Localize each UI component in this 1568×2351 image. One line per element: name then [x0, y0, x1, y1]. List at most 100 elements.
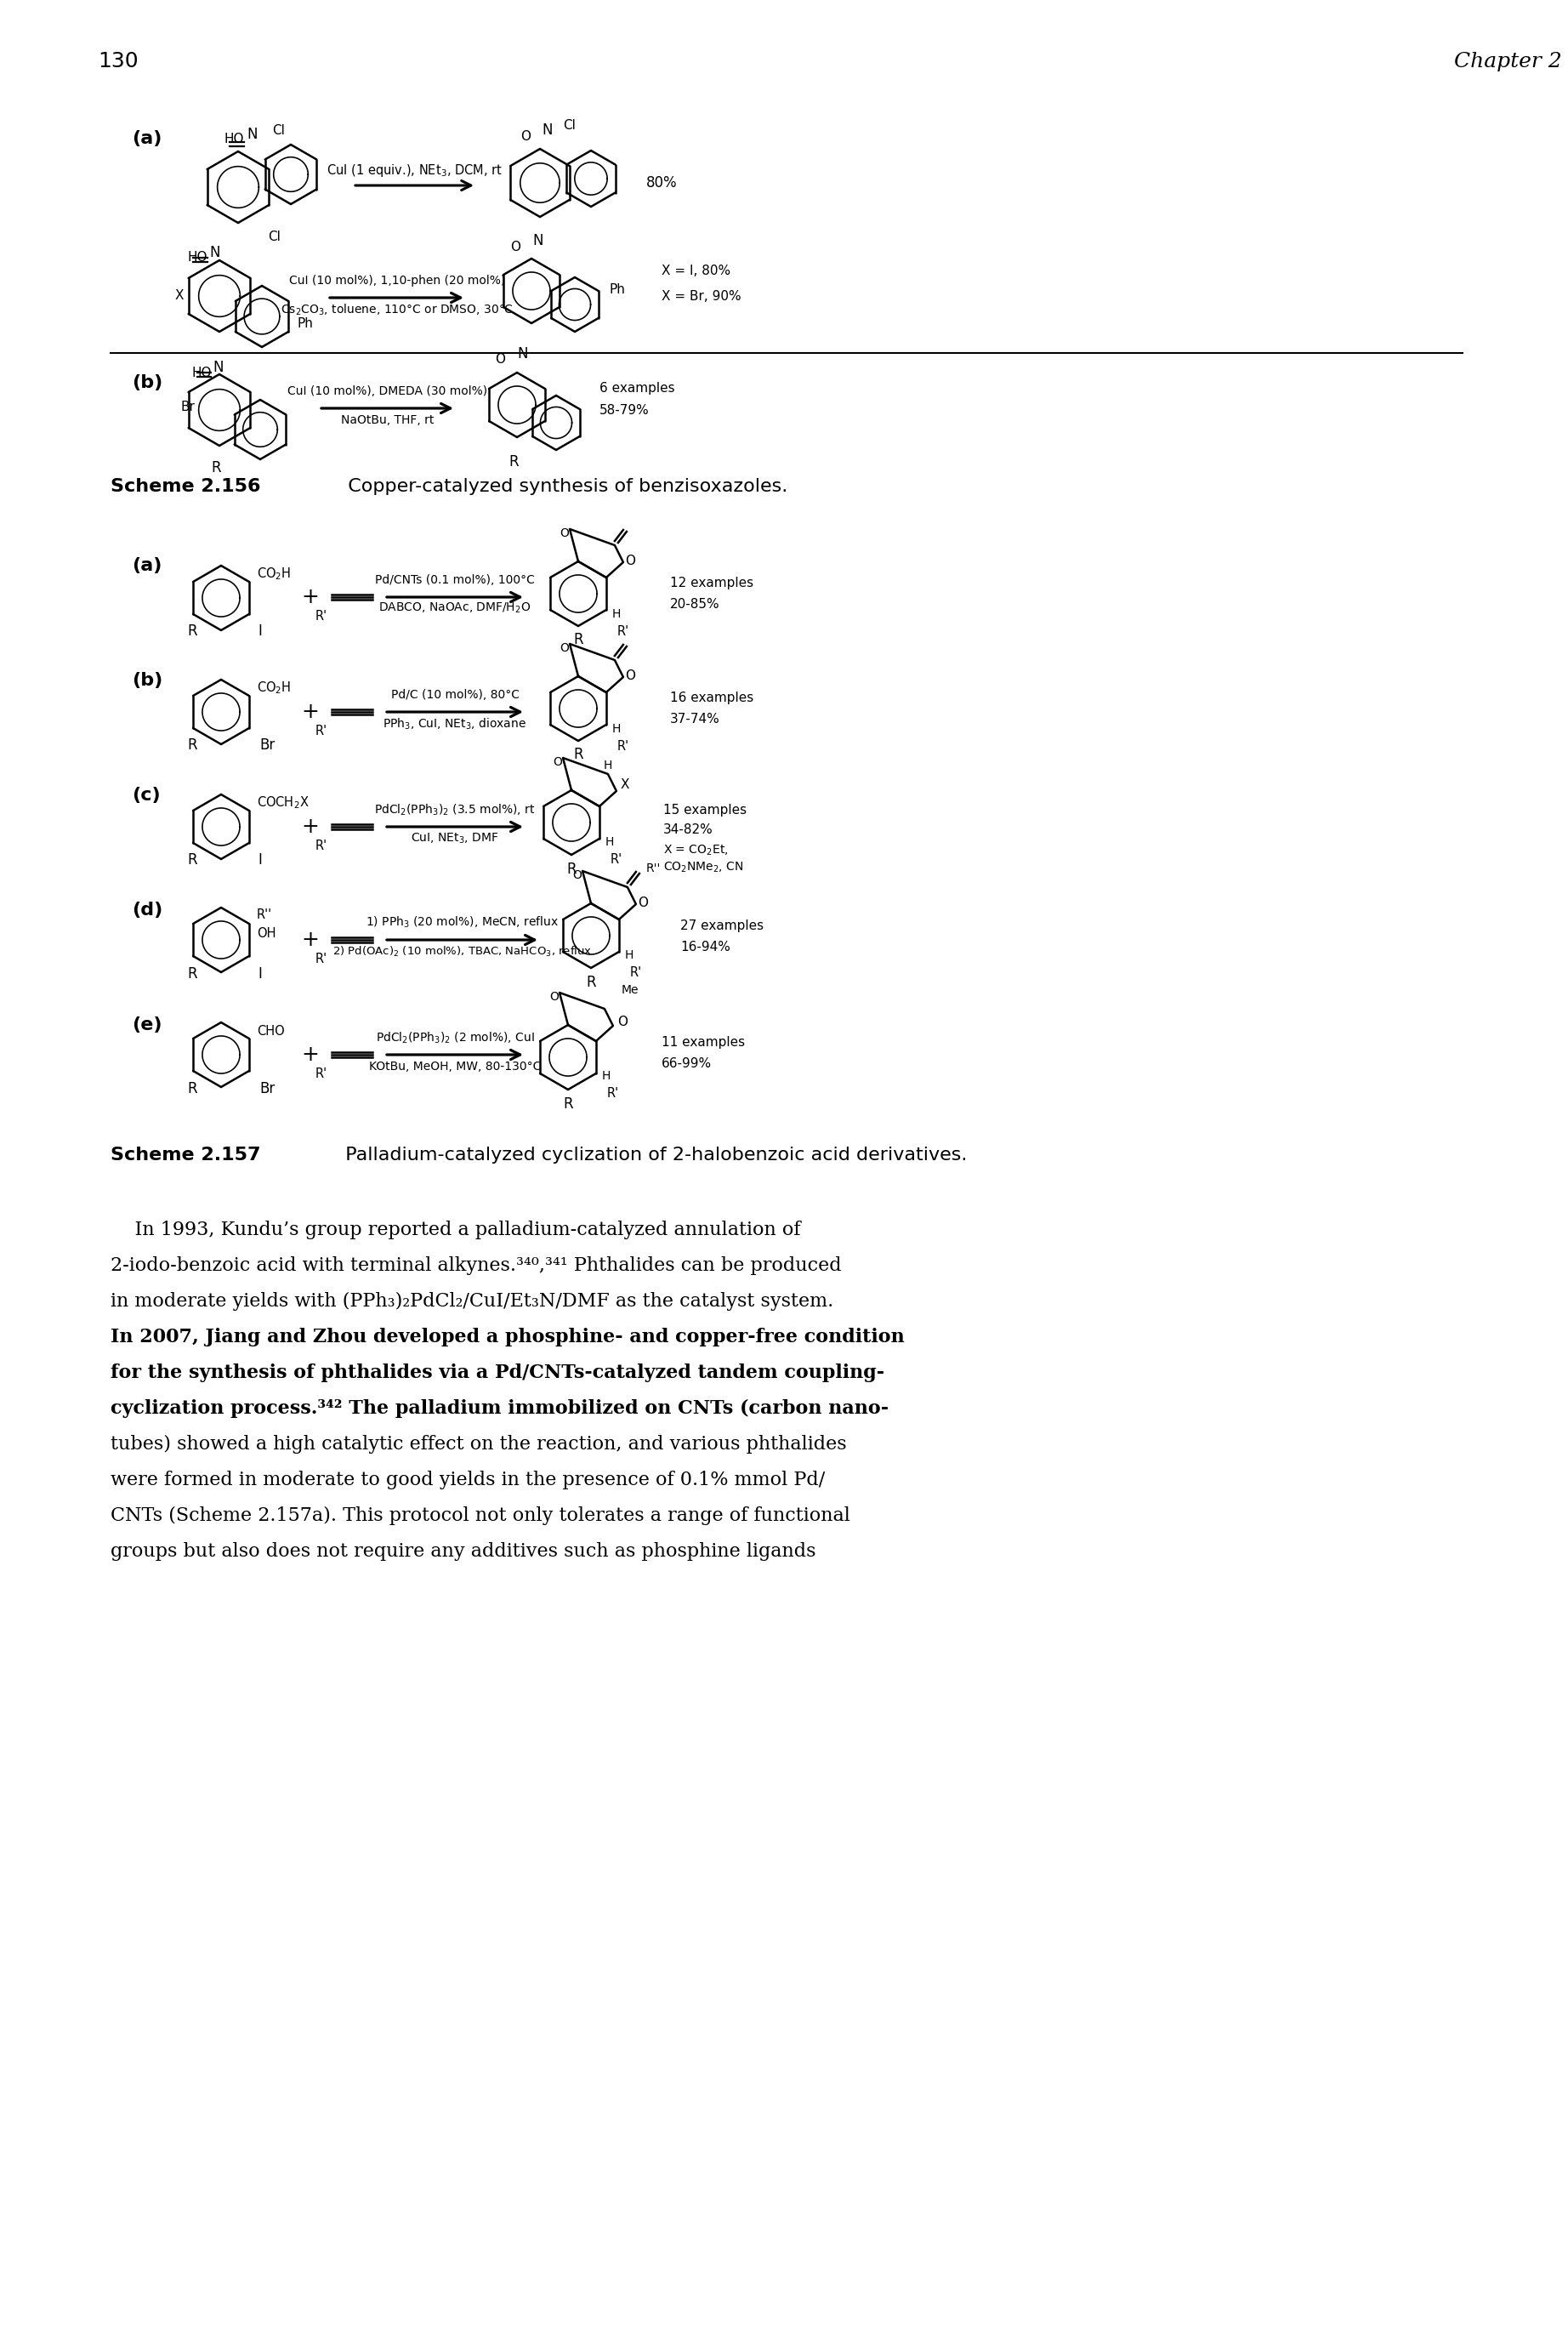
- Text: R: R: [563, 1096, 572, 1112]
- Text: R: R: [508, 454, 519, 470]
- Text: groups but also does not require any additives such as phosphine ligands: groups but also does not require any add…: [110, 1542, 815, 1561]
- Text: 130: 130: [97, 52, 138, 71]
- Text: I: I: [257, 623, 262, 639]
- Text: Ph: Ph: [296, 317, 312, 329]
- Text: O: O: [618, 1016, 627, 1027]
- Text: R': R': [610, 853, 622, 865]
- Text: 34-82%: 34-82%: [663, 823, 713, 835]
- Text: (a): (a): [132, 557, 162, 574]
- Text: N: N: [532, 233, 543, 249]
- Text: X = Br, 90%: X = Br, 90%: [662, 289, 742, 303]
- Text: O: O: [572, 870, 582, 882]
- Text: N: N: [213, 360, 223, 376]
- Text: (e): (e): [132, 1016, 162, 1034]
- Text: 15 examples: 15 examples: [663, 804, 746, 816]
- Text: +: +: [301, 588, 320, 607]
- Text: H: H: [626, 950, 633, 962]
- Text: R: R: [586, 976, 596, 990]
- Text: Palladium-catalyzed cyclization of 2-halobenzoic acid derivatives.: Palladium-catalyzed cyclization of 2-hal…: [334, 1147, 967, 1164]
- Text: were formed in moderate to good yields in the presence of 0.1% mmol Pd/: were formed in moderate to good yields i…: [110, 1472, 825, 1491]
- Text: N: N: [246, 127, 257, 141]
- Text: Chapter 2: Chapter 2: [1454, 52, 1562, 71]
- Text: HO: HO: [187, 252, 207, 263]
- Text: Me: Me: [621, 985, 638, 997]
- Text: 6 examples: 6 examples: [599, 381, 674, 395]
- Text: R': R': [315, 609, 328, 623]
- Text: CO$_2$H: CO$_2$H: [257, 679, 292, 696]
- Text: O: O: [560, 527, 569, 538]
- Text: Pd/CNTs (0.1 mol%), 100°C: Pd/CNTs (0.1 mol%), 100°C: [375, 574, 535, 585]
- Text: R': R': [315, 952, 328, 964]
- Text: 2-iodo-benzoic acid with terminal alkynes.³⁴⁰,³⁴¹ Phthalides can be produced: 2-iodo-benzoic acid with terminal alkyne…: [110, 1255, 842, 1274]
- Text: +: +: [301, 929, 320, 950]
- Text: Br: Br: [259, 1081, 274, 1096]
- Text: R'': R'': [646, 863, 662, 875]
- Text: Cs$_2$CO$_3$, toluene, 110$\degree$C or DMSO, 30$\degree$C: Cs$_2$CO$_3$, toluene, 110$\degree$C or …: [281, 303, 514, 317]
- Text: Scheme 2.156: Scheme 2.156: [110, 477, 260, 496]
- Text: R: R: [210, 461, 221, 475]
- Text: CHO: CHO: [257, 1025, 285, 1037]
- Text: O: O: [510, 240, 521, 254]
- Text: R: R: [574, 748, 583, 762]
- Text: H: H: [605, 837, 615, 849]
- Text: 27 examples: 27 examples: [681, 919, 764, 931]
- Text: COCH$_2$X: COCH$_2$X: [257, 795, 309, 811]
- Text: +: +: [301, 1044, 320, 1065]
- Text: Cl: Cl: [268, 230, 281, 242]
- Text: O: O: [560, 642, 569, 654]
- Text: KOtBu, MeOH, MW, 80-130°C: KOtBu, MeOH, MW, 80-130°C: [368, 1060, 541, 1072]
- Text: Ph: Ph: [608, 282, 626, 296]
- Text: I: I: [257, 966, 262, 983]
- Text: N: N: [517, 346, 527, 362]
- Text: R: R: [187, 853, 198, 868]
- Text: 11 examples: 11 examples: [662, 1034, 745, 1049]
- Text: (c): (c): [132, 788, 160, 804]
- Text: O: O: [638, 896, 648, 910]
- Text: O: O: [552, 757, 561, 769]
- Text: PPh$_3$, CuI, NEt$_3$, dioxane: PPh$_3$, CuI, NEt$_3$, dioxane: [383, 717, 527, 731]
- Text: X = I, 80%: X = I, 80%: [662, 263, 731, 277]
- Text: Scheme 2.157: Scheme 2.157: [110, 1147, 260, 1164]
- Text: 58-79%: 58-79%: [599, 404, 649, 416]
- Text: I: I: [257, 853, 262, 868]
- Text: 66-99%: 66-99%: [662, 1058, 712, 1070]
- Text: N: N: [209, 245, 220, 261]
- Text: +: +: [301, 816, 320, 837]
- Text: R'': R'': [257, 907, 273, 922]
- Text: In 1993, Kundu’s group reported a palladium-catalyzed annulation of: In 1993, Kundu’s group reported a pallad…: [110, 1220, 801, 1239]
- Text: R: R: [187, 738, 198, 752]
- Text: tubes) showed a high catalytic effect on the reaction, and various phthalides: tubes) showed a high catalytic effect on…: [110, 1434, 847, 1453]
- Text: R': R': [315, 1067, 328, 1079]
- Text: H: H: [612, 609, 621, 621]
- Text: CuI, NEt$_3$, DMF: CuI, NEt$_3$, DMF: [411, 832, 499, 846]
- Text: O: O: [626, 670, 635, 682]
- Text: (a): (a): [132, 129, 162, 148]
- Text: PdCl$_2$(PPh$_3$)$_2$ (2 mol%), CuI: PdCl$_2$(PPh$_3$)$_2$ (2 mol%), CuI: [375, 1030, 535, 1046]
- Text: in moderate yields with (PPh₃)₂PdCl₂/CuI/Et₃N/DMF as the catalyst system.: in moderate yields with (PPh₃)₂PdCl₂/CuI…: [110, 1293, 834, 1312]
- Text: R: R: [187, 1081, 198, 1096]
- Text: X: X: [176, 289, 183, 301]
- Text: 2) Pd(OAc)$_2$ (10 mol%), TBAC, NaHCO$_3$, reflux: 2) Pd(OAc)$_2$ (10 mol%), TBAC, NaHCO$_3…: [332, 945, 593, 959]
- Text: R': R': [630, 966, 643, 978]
- Text: N: N: [541, 122, 552, 139]
- Text: NaOtBu, THF, rt: NaOtBu, THF, rt: [342, 414, 434, 426]
- Text: R': R': [315, 839, 328, 851]
- Text: CuI (10 mol%), DMEDA (30 mol%): CuI (10 mol%), DMEDA (30 mol%): [289, 386, 488, 397]
- Text: PdCl$_2$(PPh$_3$)$_2$ (3.5 mol%), rt: PdCl$_2$(PPh$_3$)$_2$ (3.5 mol%), rt: [375, 802, 536, 818]
- Text: H: H: [612, 724, 621, 736]
- Text: 12 examples: 12 examples: [670, 576, 754, 590]
- Text: Cl: Cl: [273, 125, 285, 136]
- Text: R: R: [574, 632, 583, 647]
- Text: R: R: [566, 860, 577, 877]
- Text: R': R': [315, 724, 328, 736]
- Text: (b): (b): [132, 374, 163, 390]
- Text: O: O: [495, 353, 505, 364]
- Text: CNTs (Scheme 2.157a). This protocol not only tolerates a range of functional: CNTs (Scheme 2.157a). This protocol not …: [110, 1507, 850, 1526]
- Text: CO$_2$NMe$_2$, CN: CO$_2$NMe$_2$, CN: [663, 860, 743, 875]
- Text: for the synthesis of phthalides via a Pd/CNTs-catalyzed tandem coupling-: for the synthesis of phthalides via a Pd…: [110, 1364, 884, 1382]
- Text: R: R: [187, 966, 198, 983]
- Text: DABCO, NaOAc, DMF/H$_2$O: DABCO, NaOAc, DMF/H$_2$O: [379, 602, 532, 616]
- Text: CO$_2$H: CO$_2$H: [257, 567, 292, 583]
- Text: In 2007, Jiang and Zhou developed a phosphine- and copper-free condition: In 2007, Jiang and Zhou developed a phos…: [110, 1328, 905, 1347]
- Text: 1) PPh$_3$ (20 mol%), MeCN, reflux: 1) PPh$_3$ (20 mol%), MeCN, reflux: [365, 915, 560, 929]
